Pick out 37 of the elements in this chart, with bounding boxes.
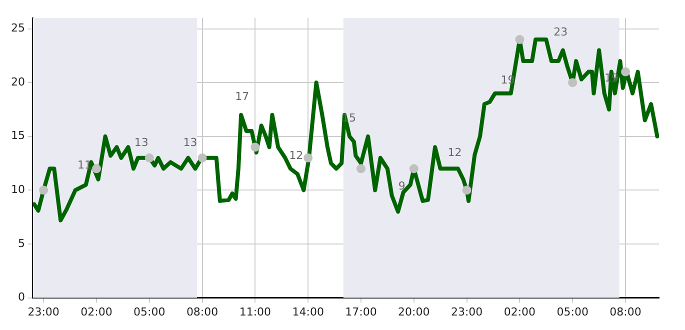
x-tick-label: 17:00 [345, 305, 377, 318]
x-tick-label: 23:00 [450, 305, 483, 318]
x-tick-label: 11:00 [239, 305, 272, 318]
x-tick-label: 14:00 [292, 305, 324, 318]
y-tick-label: 0 [18, 290, 25, 304]
point [250, 142, 260, 152]
point [515, 35, 524, 44]
y-tick-label: 25 [10, 22, 25, 35]
x-tick-label: 02:00 [80, 305, 112, 318]
annotation: 23 [554, 25, 568, 38]
y-tick-label: 20 [10, 75, 25, 88]
x-tick-label: 02:00 [504, 305, 536, 318]
y-tick-label: 10 [10, 183, 25, 196]
point [462, 186, 472, 195]
annotation: 13 [134, 136, 148, 149]
point [39, 186, 48, 195]
point [620, 67, 630, 76]
point [144, 153, 154, 162]
point [568, 78, 578, 88]
x-tick-label: 05:00 [556, 305, 588, 318]
annotation: 13 [183, 136, 198, 149]
x-tick-label: 08:00 [186, 305, 218, 318]
x-tick-label: 08:00 [610, 305, 642, 318]
x-tick-label: 05:00 [134, 305, 166, 318]
annotation: 17 [235, 90, 250, 103]
x-tick-label: 20:00 [398, 305, 430, 318]
point [92, 164, 101, 174]
y-tick-label: 15 [10, 129, 25, 142]
point [409, 164, 418, 174]
point [198, 153, 207, 162]
point [356, 164, 366, 174]
annotation: 12 [448, 146, 462, 160]
annotation: 9 [398, 180, 406, 193]
annotation: 12 [289, 148, 304, 162]
x-tick-label: 23:00 [28, 305, 60, 318]
point [304, 153, 313, 162]
y-tick-label: 5 [18, 236, 25, 250]
